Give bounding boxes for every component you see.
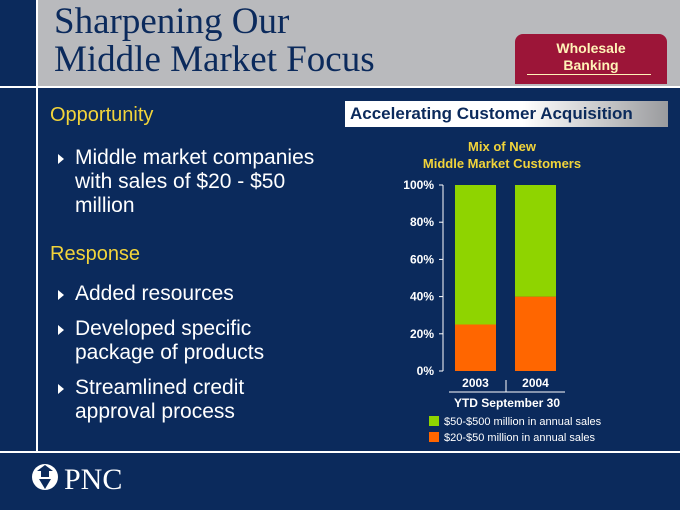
bar-segment	[455, 324, 496, 371]
header-divider	[0, 86, 680, 88]
y-tick-label: 60%	[410, 252, 434, 266]
x-tick-label: 2004	[522, 376, 549, 390]
chart-banner	[345, 101, 668, 127]
slide-title-line-1: Sharpening Our	[54, 1, 290, 42]
legend-swatch	[429, 416, 439, 426]
response-item: Streamlined credit approval process	[58, 376, 328, 424]
chart-title-line-2: Middle Market Customers	[423, 156, 581, 171]
chart-title-line-1: Mix of New	[468, 139, 537, 154]
opportunity-list: Middle market companies with sales of $2…	[58, 146, 343, 229]
chart-banner-text: Accelerating Customer Acquisition	[350, 104, 633, 123]
badge-line-2: Banking	[563, 57, 619, 73]
header-left-column	[0, 0, 36, 86]
bullet-arrow-icon	[58, 290, 64, 300]
response-item-text: Streamlined credit approval process	[75, 376, 245, 423]
bullet-arrow-icon	[58, 154, 64, 164]
pnc-logo: PNC	[32, 463, 122, 496]
slide-title-line-2: Middle Market Focus	[54, 39, 375, 80]
slide-title: Sharpening Our Middle Market Focus	[54, 3, 375, 79]
response-item-text: Added resources	[75, 282, 234, 305]
y-tick-label: 40%	[410, 290, 434, 304]
y-tick-label: 100%	[403, 178, 434, 192]
bar-segment	[515, 185, 556, 297]
response-item: Added resources	[58, 282, 328, 306]
legend-label: $50-$500 million in annual sales	[444, 416, 602, 428]
legend-swatch	[429, 432, 439, 442]
y-tick-label: 20%	[410, 327, 434, 341]
logo-wordmark: PNC	[64, 463, 122, 496]
x-axis-label: YTD September 30	[454, 396, 560, 410]
response-item: Developed specific package of products	[58, 317, 328, 365]
stacked-bar-chart: Mix of New Middle Market Customers 0% 20% 40…	[403, 139, 602, 444]
response-item-text: Developed specific package of products	[75, 317, 265, 364]
bar-segment	[455, 185, 496, 325]
response-heading: Response	[50, 243, 141, 265]
legend-label: $20-$50 million in annual sales	[444, 432, 596, 444]
section-badge: Wholesale Banking	[515, 34, 667, 84]
y-tick-label: 0%	[417, 364, 435, 378]
opportunity-item-text: Middle market companies with sales of $2…	[75, 146, 315, 217]
x-tick-label: 2003	[462, 376, 489, 390]
opportunity-heading: Opportunity	[50, 104, 154, 126]
response-list: Added resources Developed specific packa…	[58, 282, 328, 435]
bar-segment	[515, 296, 556, 371]
badge-line-1: Wholesale	[556, 40, 626, 56]
y-tick-label: 80%	[410, 215, 434, 229]
vertical-divider	[36, 0, 38, 452]
bullet-arrow-icon	[58, 384, 64, 394]
opportunity-item: Middle market companies with sales of $2…	[58, 146, 343, 218]
bullet-arrow-icon	[58, 325, 64, 335]
footer-divider	[0, 451, 680, 453]
badge-underline	[527, 74, 651, 75]
